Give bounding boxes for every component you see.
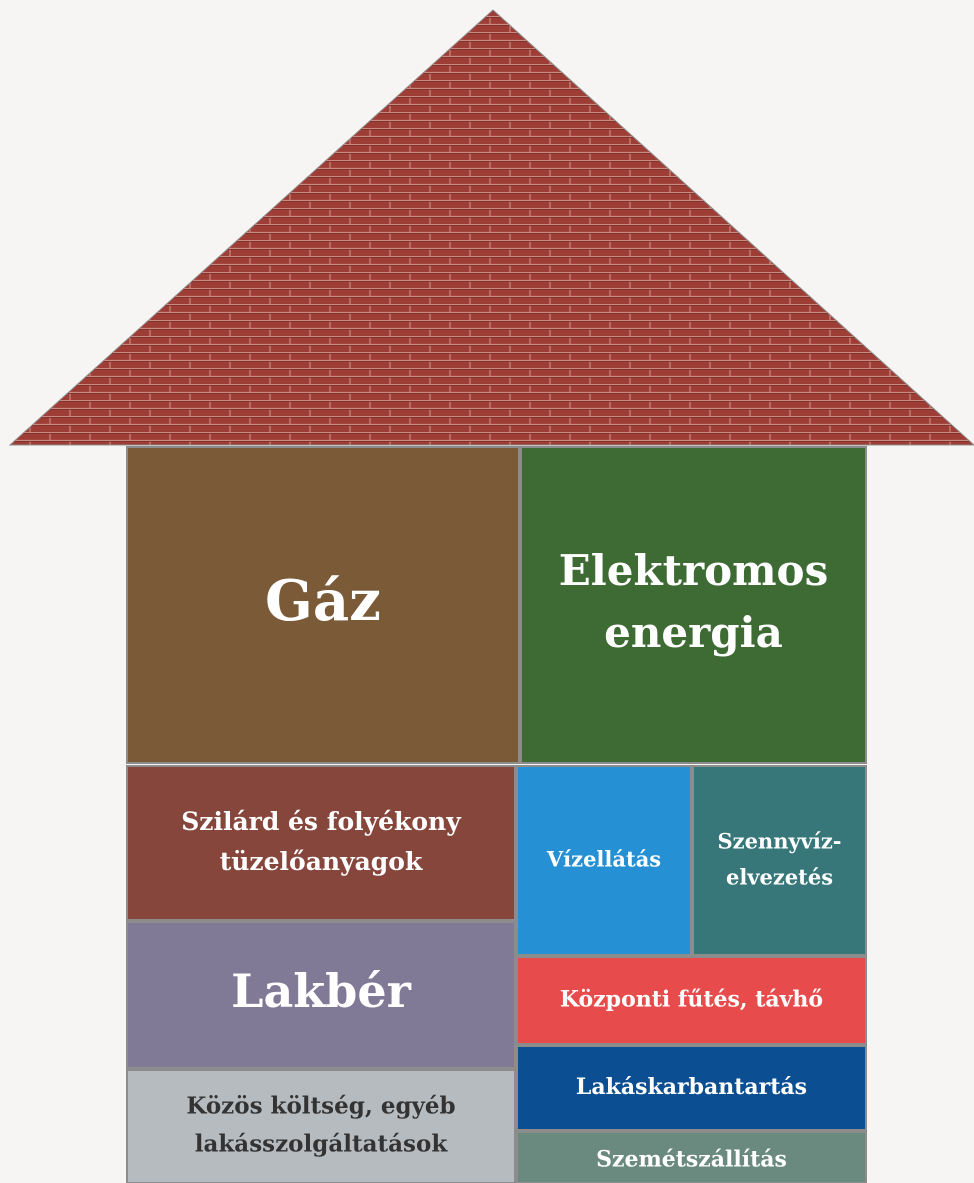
box-label: Gáz	[265, 568, 381, 634]
label-line: Szilárd és folyékony	[181, 807, 462, 836]
box-label: Vízellátás	[546, 846, 661, 871]
label-line: tüzelőanyagok	[220, 847, 423, 876]
label-line: Lakáskarbantartás	[576, 1074, 807, 1100]
label-line: Közös költség, egyéb	[186, 1093, 455, 1120]
sewage-box	[693, 766, 866, 955]
page: Gáz Elektromos energia Szilárd és folyékony…	[0, 0, 974, 1183]
label-line: elvezetés	[726, 864, 833, 889]
label-line: Lakbér	[231, 964, 411, 1018]
roof	[10, 10, 974, 445]
label-line: Szemétszállítás	[596, 1147, 787, 1173]
label-line: Gáz	[265, 568, 381, 634]
label-line: Elektromos	[559, 546, 828, 595]
label-line: Vízellátás	[546, 846, 661, 871]
electricity-box	[521, 447, 866, 763]
label-line: Szennyvíz-	[717, 828, 841, 853]
label-line: lakásszolgáltatások	[195, 1131, 449, 1158]
solid-fuel-box	[127, 766, 515, 920]
box-label: Lakáskarbantartás	[576, 1074, 807, 1100]
box-label: Központi fűtés, távhő	[560, 987, 823, 1013]
label-line: energia	[604, 608, 783, 657]
box-label: Lakbér	[231, 964, 411, 1018]
label-line: Központi fűtés, távhő	[560, 987, 823, 1013]
box-label: Szemétszállítás	[596, 1147, 787, 1173]
house-diagram: Gáz Elektromos energia Szilárd és folyékony…	[0, 0, 974, 1183]
common-cost-box	[127, 1070, 515, 1183]
